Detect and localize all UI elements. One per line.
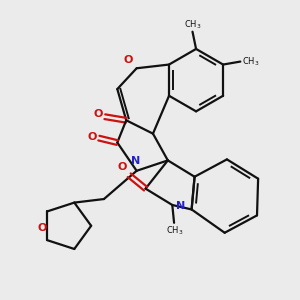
Text: O: O [38, 223, 47, 233]
Text: O: O [87, 132, 97, 142]
Text: O: O [93, 109, 102, 119]
Text: O: O [124, 55, 133, 65]
Text: O: O [117, 162, 127, 172]
Text: N: N [131, 156, 140, 166]
Text: CH$_3$: CH$_3$ [166, 225, 183, 237]
Text: CH$_3$: CH$_3$ [242, 55, 259, 68]
Text: N: N [176, 201, 186, 211]
Text: CH$_3$: CH$_3$ [184, 18, 201, 31]
